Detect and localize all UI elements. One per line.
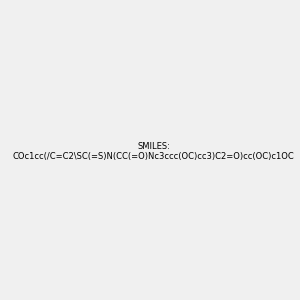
Text: SMILES:
COc1cc(/C=C2\SC(=S)N(CC(=O)Nc3ccc(OC)cc3)C2=O)cc(OC)c1OC: SMILES: COc1cc(/C=C2\SC(=S)N(CC(=O)Nc3cc…: [13, 142, 295, 161]
